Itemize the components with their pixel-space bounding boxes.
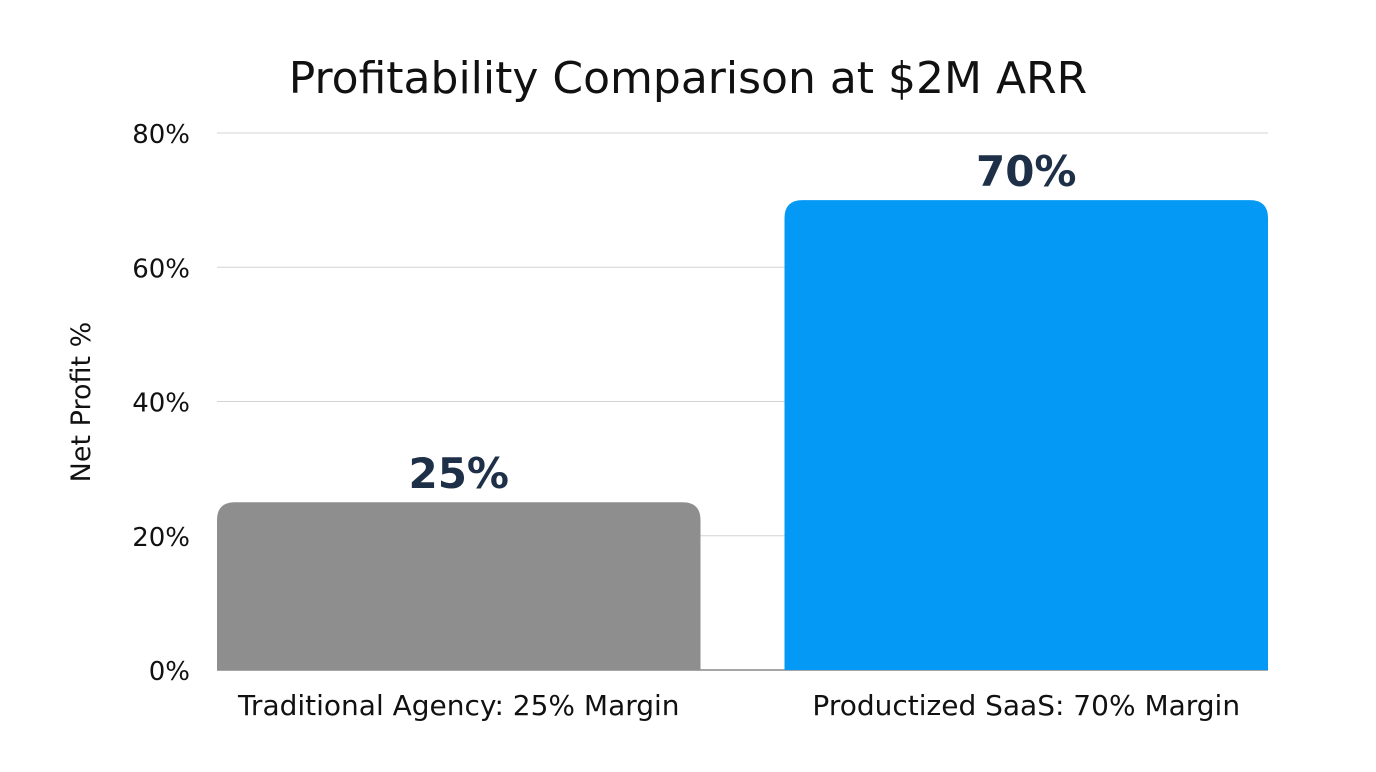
y-tick-label: 20% (132, 523, 190, 553)
bar-2 (784, 200, 1268, 670)
y-tick-label: 40% (132, 389, 190, 419)
chart-title: Profitability Comparison at $2M ARR (289, 53, 1087, 104)
data-label: 70% (976, 147, 1077, 196)
x-category-label: Productized SaaS: 70% Margin (812, 689, 1240, 722)
y-tick-label: 60% (132, 254, 190, 284)
bar-1 (217, 502, 701, 670)
x-category-label: Traditional Agency: 25% Margin (237, 689, 680, 722)
data-label: 25% (408, 449, 509, 498)
y-tick-label: 80% (132, 120, 190, 150)
y-axis-label: Net Profit % (66, 322, 97, 483)
y-tick-label: 0% (149, 657, 190, 687)
